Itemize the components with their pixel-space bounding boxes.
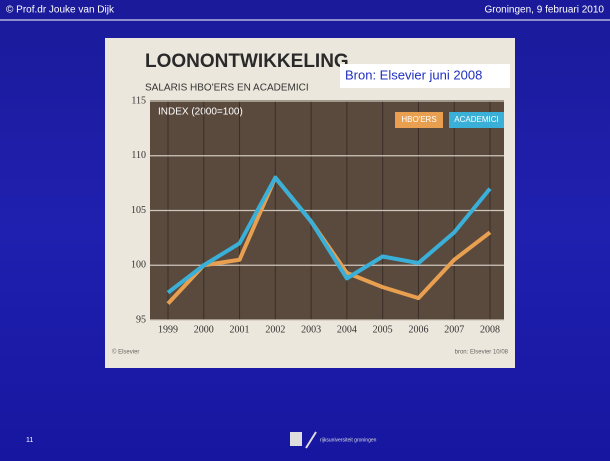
credit: © Elsevier xyxy=(112,349,139,356)
slide-number: 11 xyxy=(26,437,33,444)
source-note: Bron: Elsevier juni 2008 xyxy=(345,67,482,82)
x-tick-label: 2008 xyxy=(480,324,500,335)
x-tick-label: 2006 xyxy=(408,324,428,335)
x-tick-label: 1999 xyxy=(158,324,178,335)
logo-text: rijksuniversiteit groningen xyxy=(320,437,377,443)
x-tick-label: 2002 xyxy=(265,324,285,335)
slide: © Prof.dr Jouke van Dijk Groningen, 9 fe… xyxy=(0,0,610,461)
chart: © Prof.dr Jouke van Dijk Groningen, 9 fe… xyxy=(0,0,610,461)
x-tick-label: 2001 xyxy=(230,324,250,335)
x-tick-label: 2007 xyxy=(444,324,464,335)
chart-subtitle: SALARIS HBO'ERS EN ACADEMICI xyxy=(145,83,309,94)
y-tick-label: 110 xyxy=(131,150,146,161)
chart-title: LOONONTWIKKELING xyxy=(145,51,349,72)
y-tick-label: 100 xyxy=(131,260,146,271)
author: © Prof.dr Jouke van Dijk xyxy=(6,5,115,16)
footnote: bron: Elsevier 10/08 xyxy=(455,350,509,356)
logo-slash xyxy=(306,432,316,448)
logo-icon xyxy=(290,432,302,446)
x-tick-label: 2003 xyxy=(301,324,321,335)
place-date: Groningen, 9 februari 2010 xyxy=(484,5,604,16)
x-tick-label: 2000 xyxy=(194,324,214,335)
y-axis-label: INDEX (2000=100) xyxy=(158,107,243,118)
x-tick-label: 2005 xyxy=(373,324,393,335)
y-tick-label: 95 xyxy=(136,314,146,325)
legend-label: HBO'ERS xyxy=(401,115,436,124)
y-tick-label: 115 xyxy=(131,95,146,106)
y-tick-label: 105 xyxy=(131,205,146,216)
x-tick-label: 2004 xyxy=(337,324,357,335)
legend-label: ACADEMICI xyxy=(454,115,498,124)
